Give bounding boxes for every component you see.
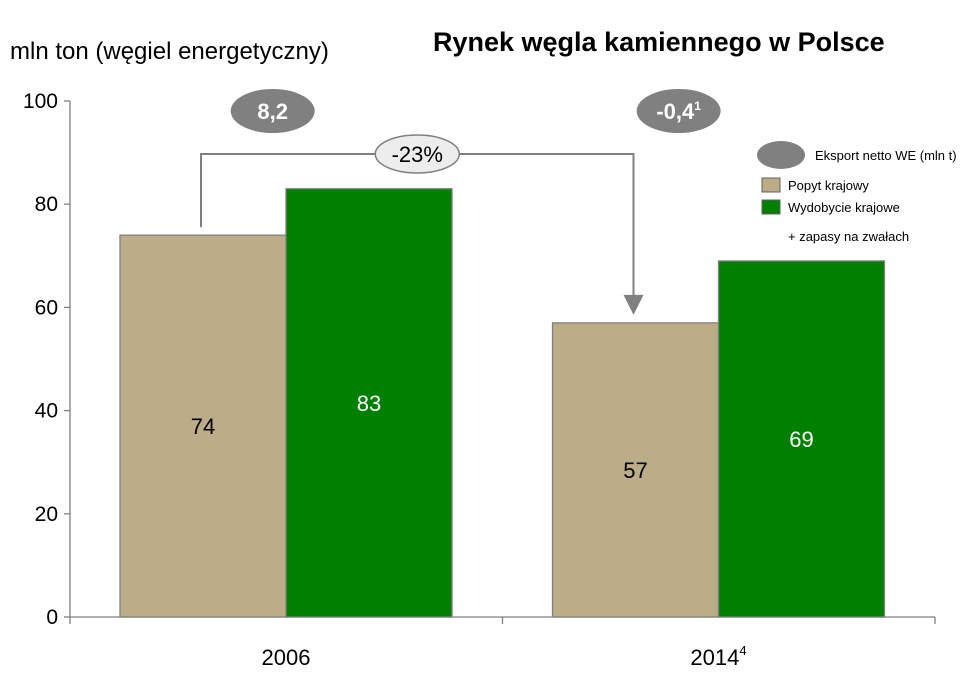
bar-value-label: 74 [191, 414, 215, 439]
legend-label: Wydobycie krajowe [788, 200, 900, 215]
annotations: 8,2 -0,41 -23% [200, 89, 721, 315]
change-annotation-label: -23% [392, 142, 443, 167]
export-bubble-1 [636, 89, 721, 133]
bar-value-label: 69 [789, 427, 813, 452]
footnote-marker: 1 [694, 99, 701, 113]
legend-swatch [761, 199, 781, 215]
y-tick-label: 20 [35, 503, 58, 526]
y-tick-label: 40 [35, 400, 58, 423]
footnote-marker: 4 [739, 643, 746, 658]
legend-bubble-label: Eksport netto WE (mln t) [815, 148, 957, 163]
legend: Eksport netto WE (mln t) Popyt krajowy Wyd… [757, 141, 957, 244]
legend-label: Popyt krajowy [788, 178, 869, 193]
y-tick-label: 0 [46, 606, 58, 629]
y-tick-label: 80 [35, 193, 58, 216]
export-bubble-label: -0,41 [656, 99, 701, 124]
chart-title: Rynek węgla kamiennego w Polsce [433, 27, 885, 57]
export-bubble-0 [230, 89, 315, 133]
bar-wydobycie-2014 [717, 260, 886, 618]
bars: 74 83 57 69 [119, 188, 886, 618]
bar-value-label: 83 [357, 391, 381, 416]
bar-value-label: 57 [623, 458, 647, 483]
y-tick-label: 60 [35, 296, 58, 319]
axes: 0 20 40 60 80 100 2006 20144 [23, 90, 936, 670]
change-annotation-bubble [374, 134, 460, 174]
x-tick-label-2006: 2006 [262, 645, 311, 670]
y-axis-label: mln ton (węgiel energetyczny) [10, 38, 329, 65]
bar-wydobycie-2006 [285, 188, 453, 618]
bar-popyt-2006 [119, 234, 287, 618]
export-bubble-label: 8,2 [257, 99, 288, 124]
legend-bubble-swatch [757, 141, 805, 169]
change-arrow-head [623, 294, 644, 315]
x-tick-label-2014: 20144 [690, 643, 746, 670]
bar-popyt-2014 [551, 322, 720, 618]
legend-note: + zapasy na zwałach [788, 229, 909, 244]
y-tick-label: 100 [23, 90, 58, 113]
legend-swatch [761, 177, 781, 193]
